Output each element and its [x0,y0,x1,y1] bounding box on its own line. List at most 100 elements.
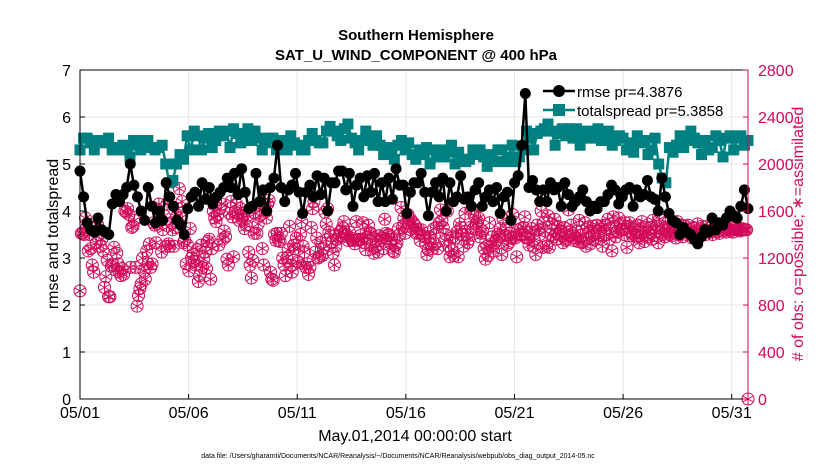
obs-assimilated-marker [307,205,318,212]
rmse-point [304,179,316,191]
obs-possible-marker [190,243,204,257]
totalspread-point [245,135,257,146]
obs-assimilated-marker [99,284,110,291]
totalspread-point [178,153,190,165]
rmse-point [225,182,237,193]
totalspread-point [256,144,268,156]
rmse-point [297,207,309,219]
totalspread-point [120,144,132,156]
totalspread-point [524,132,536,144]
totalspread-point [235,137,247,149]
rmse-series [74,88,754,250]
totalspread-point [528,144,540,156]
totalspread-point [103,132,115,144]
rmse-point [329,177,341,189]
rmse-point [261,205,273,217]
obs-point [518,210,532,224]
obs-assimilated-marker [132,302,143,310]
obs-assimilated-marker [360,246,371,253]
obs-point [740,223,754,237]
rmse-point [340,184,352,196]
obs-assimilated-marker [533,226,544,233]
obs-assimilated-marker [538,219,549,226]
obs-point [99,270,113,284]
obs-assimilated-marker [201,265,212,272]
rmse-point [343,167,355,179]
obs-possible-marker [395,220,409,234]
obs-possible-marker [172,182,186,196]
obs-assimilated-marker [593,236,604,243]
totalspread-point [242,123,254,135]
rmse-point [627,200,639,212]
obs-assimilated-marker [349,240,360,248]
obs-point [257,258,271,272]
obs-assimilated-marker [291,234,302,242]
totalspread-point [546,125,558,137]
totalspread-point [681,135,693,146]
totalspread-point [685,125,697,137]
obs-point [172,182,186,196]
rmse-point [649,193,661,205]
obs-point [127,213,141,227]
totalspread-point [142,135,154,146]
obs-possible-marker [518,210,532,224]
rmse-point [92,212,104,224]
obs-possible-marker [476,224,490,238]
obs-assimilated-marker [246,274,257,282]
totalspread-point [299,144,311,156]
obs-possible-marker [110,246,124,260]
obs-point [510,250,524,264]
obs-possible-marker [163,239,177,253]
chart-subtitle: SAT_U_WIND_COMPONENT @ 400 hPa [275,47,558,64]
totalspread-point [170,158,182,170]
x-tick-label: 05/21 [494,405,534,422]
totalspread-point [660,177,672,189]
obs-point [138,272,152,286]
totalspread-point [356,135,368,146]
obs-point [167,239,181,253]
obs-possible-marker [220,252,234,266]
obs-point [326,246,340,260]
rmse-point [142,182,154,193]
data-file-footnote: data file: /Users/gharamti/Documents/NCA… [201,453,595,460]
obs-possible-marker [510,250,524,264]
legend-rmse-label: rmse pr=4.3876 [577,84,682,101]
obs-possible-marker [227,250,241,264]
totalspread-point [156,139,168,151]
obs-assimilated-marker [481,243,492,250]
rmse-point [139,214,151,226]
obs-assimilated-marker [654,216,665,223]
totalspread-point [571,123,583,135]
obs-assimilated-marker [261,214,272,222]
obs-assimilated-marker [597,243,608,250]
obs-assimilated-marker [185,225,196,232]
rmse-point [160,177,172,189]
obs-point [304,220,318,234]
rmse-point [203,182,215,193]
obs-possible-marker [620,240,634,254]
obs-possible-marker [483,216,497,230]
obs-assimilated-marker [295,231,306,238]
totalspread-point [360,125,372,137]
totalspread-point [192,130,204,142]
totalspread-point [631,130,643,142]
rmse-point [487,196,499,208]
obs-assimilated-marker [102,257,113,264]
totalspread-point [449,158,461,170]
totalspread-point [671,139,683,151]
obs-assimilated-marker [281,254,292,262]
y-tick-label-right: 2000 [758,157,794,174]
rmse-point [175,219,187,231]
obs-point [129,260,143,274]
obs-assimilated-marker [283,246,294,253]
obs-point [529,247,543,261]
totalspread-point [603,125,615,137]
obs-assimilated-marker [624,219,635,226]
totalspread-point [421,142,433,154]
obs-possible-marker [257,258,271,272]
obs-assimilated-marker [529,237,540,244]
totalspread-point [335,135,347,146]
rmse-point [264,182,276,193]
totalspread-point [674,130,686,142]
x-tick-label: 05/26 [603,405,643,422]
